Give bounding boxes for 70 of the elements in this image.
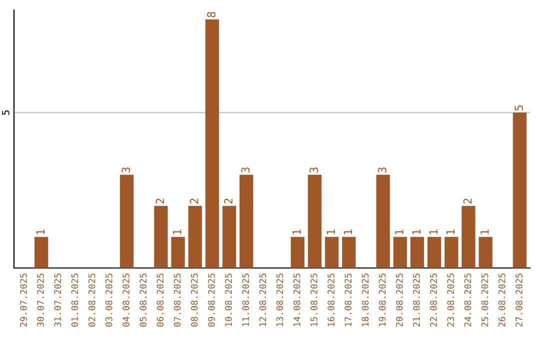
data-label: 2 [190, 198, 198, 204]
bar [444, 236, 458, 268]
bar [171, 236, 185, 268]
bar [290, 236, 304, 268]
bar [188, 206, 202, 268]
bar [376, 174, 390, 268]
data-label: 1 [429, 230, 438, 234]
x-tick-label: 23.08.2025 [447, 274, 454, 327]
x-tick-label: 17.08.2025 [344, 274, 352, 326]
bar [205, 19, 220, 268]
x-tick-label: 15.08.2025 [310, 274, 318, 326]
x-tick-label: 10.08.2025 [225, 274, 232, 326]
data-label: 1 [36, 230, 44, 234]
x-tick-label: 20.08.2025 [396, 274, 403, 327]
data-label: 8 [207, 12, 216, 18]
x-tick-label: 18.08.2025 [362, 274, 369, 326]
bar [393, 236, 407, 268]
x-tick-label: 22.08.2025 [430, 274, 437, 327]
x-tick-label: 16.08.2025 [328, 274, 334, 326]
data-label: 1 [173, 230, 182, 234]
bar [240, 174, 254, 268]
data-label: 1 [292, 230, 301, 234]
data-label: 3 [378, 168, 386, 173]
x-tick-label: 05.08.2025 [140, 274, 146, 327]
data-label: 1 [344, 230, 352, 234]
bar [120, 174, 134, 268]
data-label: 3 [241, 168, 250, 173]
x-tick-label: 09.08.2025 [208, 274, 215, 327]
x-tick-label: 14.08.2025 [293, 274, 300, 326]
data-label: 2 [463, 198, 472, 204]
x-tick-label: 13.08.2025 [276, 274, 284, 326]
x-tick-label: 31.07.2025 [54, 274, 62, 327]
x-tick-label: 29.07.2025 [20, 274, 27, 327]
x-tick-label: 11.08.2025 [242, 274, 250, 326]
x-tick-label: 03.08.2025 [105, 274, 112, 327]
data-label: 5 [514, 105, 523, 110]
bar [308, 174, 322, 268]
x-tick-label: 01.08.2025 [71, 274, 78, 327]
x-tick-label: 26.08.2025 [498, 274, 506, 327]
bar [427, 236, 442, 268]
x-tick-label: 19.08.2025 [378, 274, 386, 326]
x-tick-label: 12.08.2025 [259, 274, 266, 326]
bar [324, 236, 339, 268]
bar [512, 112, 527, 268]
bar [410, 236, 424, 268]
x-tick-label: 02.08.2025 [88, 274, 96, 327]
data-label: 1 [326, 230, 335, 234]
x-tick-label: 24.08.2025 [464, 274, 472, 327]
bar [462, 206, 476, 268]
data-label: 2 [224, 198, 232, 204]
bar [154, 206, 168, 268]
x-tick-label: 06.08.2025 [156, 274, 164, 327]
bar [478, 236, 492, 268]
bar [222, 206, 236, 268]
data-label: 1 [480, 230, 489, 234]
x-tick-label: 04.08.2025 [122, 274, 130, 327]
x-tick-label: 21.08.2025 [413, 274, 420, 327]
x-tick-label: 08.08.2025 [190, 274, 198, 327]
data-label: 2 [156, 198, 164, 204]
data-label: 1 [395, 230, 404, 234]
x-tick-label: 27.08.2025 [516, 274, 522, 327]
x-tick-label: 25.08.2025 [481, 274, 488, 327]
data-label: 3 [310, 168, 318, 173]
x-tick-label: 07.08.2025 [174, 274, 181, 327]
data-label: 3 [122, 168, 130, 173]
data-label: 1 [446, 230, 454, 234]
data-label: 1 [412, 230, 420, 234]
bar [342, 236, 356, 268]
x-tick-label: 30.07.2025 [37, 274, 44, 327]
bar [34, 236, 48, 268]
